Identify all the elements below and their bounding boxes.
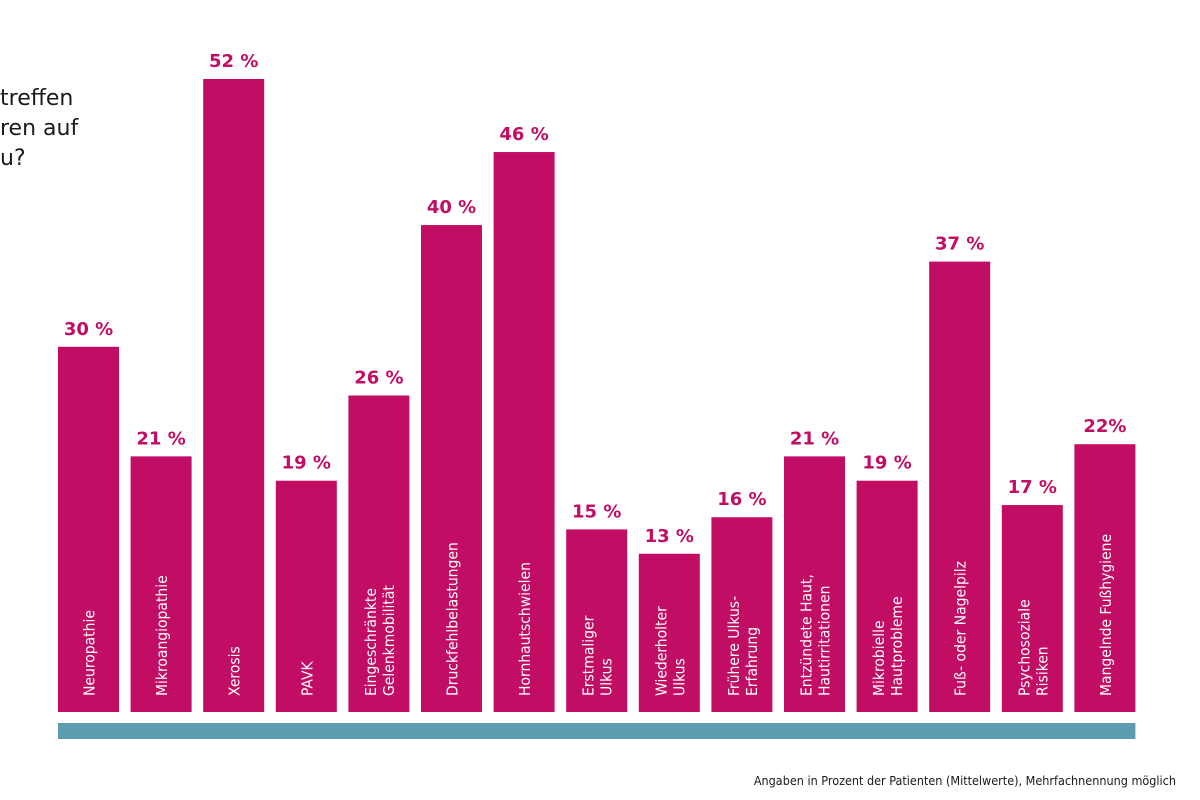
category-label: Erstmaliger	[580, 615, 598, 696]
category-label: Hautprobleme	[888, 596, 906, 696]
category-label: Psychosoziale	[1015, 599, 1033, 696]
bar	[348, 395, 410, 712]
value-label: 37 %	[935, 234, 984, 255]
value-label: 17 %	[1008, 477, 1057, 498]
value-label: 16 %	[717, 489, 766, 510]
bar	[856, 480, 918, 712]
category-label: Mikrobielle	[870, 620, 888, 696]
question-text: treffen ren auf u?	[0, 84, 100, 174]
category-label: Druckfehlbelastungen	[444, 542, 462, 696]
value-label: 19 %	[862, 453, 911, 474]
bar	[493, 152, 555, 713]
value-label: 21 %	[790, 428, 839, 449]
category-label: Hautirritationen	[816, 586, 834, 696]
footnote: Angaben in Prozent der Patienten (Mittel…	[753, 773, 1176, 788]
bar	[929, 261, 991, 712]
bar	[58, 346, 119, 712]
question-line: ren auf	[0, 116, 79, 141]
value-label: 22%	[1083, 416, 1126, 437]
category-label: Xerosis	[226, 646, 244, 696]
bar	[566, 529, 628, 712]
category-label: Ulkus	[670, 658, 688, 696]
baseline-bar	[58, 723, 1136, 739]
bar	[275, 480, 337, 712]
bar	[638, 553, 700, 712]
value-label: 19 %	[282, 453, 331, 474]
category-label: Eingeschränkte	[362, 588, 380, 696]
category-label: Wiederholter	[652, 606, 670, 696]
bar	[784, 456, 845, 712]
category-label: Frühere Ulkus-	[725, 596, 743, 696]
bar	[1001, 505, 1063, 712]
category-label: Gelenkmobilität	[380, 585, 398, 696]
value-label: 13 %	[645, 526, 694, 547]
question-line: treffen	[0, 86, 74, 111]
category-label: Neuropathie	[81, 610, 99, 696]
category-label: Risiken	[1033, 646, 1051, 696]
category-label: Ulkus	[598, 658, 616, 696]
bar	[421, 225, 482, 713]
category-label: PAVK	[298, 661, 316, 696]
category-label: Mangelnde Fußhygiene	[1097, 534, 1115, 696]
value-label: 52 %	[209, 51, 258, 72]
bar	[1074, 444, 1136, 712]
bar	[130, 456, 192, 712]
value-label: 21 %	[136, 428, 185, 449]
value-label: 46 %	[499, 124, 548, 145]
question-line: u?	[0, 146, 26, 171]
category-label: Erfahrung	[743, 627, 761, 696]
category-label: Entzündete Haut,	[798, 574, 816, 696]
category-label: Fuß- oder Nagelpilz	[952, 561, 970, 696]
category-label: Mikroangiopathie	[153, 575, 171, 696]
value-label: 30 %	[64, 319, 113, 340]
value-label: 15 %	[572, 501, 621, 522]
value-label: 40 %	[427, 197, 476, 218]
value-label: 26 %	[354, 368, 403, 389]
bar	[711, 517, 773, 712]
category-label: Hornhautschwielen	[516, 562, 534, 696]
bar	[203, 79, 265, 712]
